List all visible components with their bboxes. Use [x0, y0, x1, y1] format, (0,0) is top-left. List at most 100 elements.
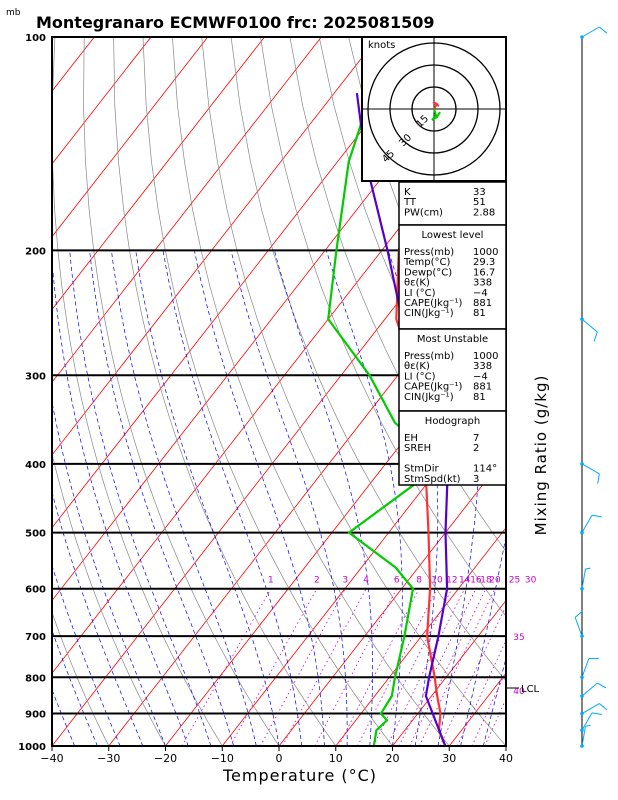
- indices-box: [398, 224, 507, 330]
- mixing-ratio-line: [456, 639, 506, 746]
- wind-barb-flag: [597, 473, 600, 484]
- pressure-tick-label: 600: [25, 585, 46, 596]
- most-unstable-title: Most Unstable: [417, 334, 488, 345]
- page-title: Montegranaro ECMWF0100 frc: 2025081509: [36, 13, 435, 32]
- index-name: PW(cm): [404, 207, 443, 218]
- indices-box: [398, 410, 507, 486]
- dry-adiabat-line: [554, 37, 618, 746]
- mixing-ratio-label: 12: [446, 576, 457, 586]
- hodograph-trace-low: [432, 101, 440, 110]
- temperature-tick-label: −10: [211, 752, 234, 765]
- wind-barb-flag: [591, 514, 602, 518]
- isotherm-line: [52, 37, 379, 456]
- mixing-ratio-label: 4: [363, 576, 369, 586]
- mixing-ratio-label: 10: [431, 576, 443, 586]
- wind-barb-staff: [574, 617, 583, 637]
- index-name: Dewp(°C): [404, 267, 452, 278]
- dry-adiabat-line: [172, 37, 450, 746]
- hodograph-trace-mid: [431, 108, 441, 121]
- isotherm-line: [278, 454, 506, 746]
- index-value: 338: [473, 361, 492, 372]
- index-value: 1000: [473, 247, 498, 258]
- mixing-ratio-line: [338, 588, 420, 746]
- wind-barb-flag: [593, 331, 598, 342]
- isotherm-line: [52, 37, 265, 311]
- index-value: 2.88: [473, 207, 495, 218]
- index-name: StmSpd(kt): [404, 474, 461, 485]
- isotherm-line: [52, 37, 436, 529]
- temperature-tick-label: 10: [329, 752, 343, 765]
- indices-box: [398, 328, 507, 412]
- moist-adiabat-line: [52, 564, 121, 746]
- dry-adiabat-line: [230, 37, 506, 682]
- isotherm-line: [52, 163, 506, 746]
- index-name: Press(mb): [404, 351, 454, 362]
- pressure-tick-label: 100: [25, 33, 46, 44]
- moist-adiabat-line: [437, 250, 481, 746]
- index-value: 81: [473, 308, 486, 319]
- index-name: K: [404, 187, 411, 198]
- index-value: 881: [473, 382, 492, 393]
- mixing-ratio-label: 8: [416, 576, 422, 586]
- wind-barb-flag: [574, 610, 584, 618]
- mixing-ratio-label: 40: [513, 687, 525, 697]
- isotherm-line: [52, 37, 322, 383]
- index-name: LI (°C): [404, 371, 436, 382]
- mixing-ratio-label: 20: [489, 576, 501, 586]
- mixing-ratio-line: [418, 588, 496, 746]
- index-name: EH: [404, 433, 418, 444]
- dry-adiabat-line: [52, 611, 110, 746]
- wind-barb-flag: [591, 712, 602, 715]
- wind-barb-staff: [581, 658, 590, 678]
- lowest-level-title: Lowest level: [422, 230, 484, 241]
- moist-adiabat-line: [387, 250, 439, 746]
- isotherm-line: [52, 37, 152, 165]
- dry-adiabat-line: [52, 452, 166, 746]
- dry-adiabat-line: [113, 37, 337, 746]
- wind-barb-flag: [599, 703, 608, 711]
- wind-barb-staff: [581, 514, 593, 533]
- mixing-ratio-label: 18: [480, 576, 492, 586]
- mixing-ratio-line: [398, 588, 477, 746]
- pressure-tick-label: 200: [25, 246, 46, 257]
- pressure-tick-label: 300: [25, 371, 46, 382]
- pressure-tick-label: 700: [25, 632, 46, 643]
- temperature-tick-label: 0: [276, 752, 283, 765]
- moist-adiabat-line: [135, 250, 280, 746]
- dry-adiabat-line: [260, 37, 506, 617]
- dry-adiabat-line: [584, 37, 618, 746]
- index-name: SREH: [404, 443, 431, 454]
- wind-barb-flag: [599, 26, 608, 34]
- index-name: StmDir: [404, 464, 439, 475]
- mixing-ratio-line: [471, 670, 506, 746]
- index-value: 114°: [473, 464, 497, 475]
- wind-barb-staff: [581, 26, 600, 38]
- moist-adiabat-line: [505, 744, 506, 746]
- dry-adiabat-line: [289, 37, 506, 552]
- wind-barb-staff: [581, 703, 600, 714]
- dry-adiabat-line: [83, 37, 280, 746]
- mixing-ratio-label: 6: [394, 576, 400, 586]
- indices-table: K 33 TT 51 PW(cm) 2.88 Lowest level Press(mb) 10…: [398, 181, 507, 486]
- index-name: θε(K): [404, 278, 430, 289]
- index-name: θε(K): [404, 361, 430, 372]
- mixing-ratio-line: [484, 697, 506, 746]
- index-value: 3: [473, 474, 479, 485]
- mixing-ratio-label: 30: [525, 576, 537, 586]
- index-value: −4: [473, 288, 488, 299]
- index-name: CAPE(Jkg⁻¹): [404, 298, 462, 309]
- index-value: 16.7: [473, 267, 495, 278]
- wind-barb-flag: [585, 567, 591, 570]
- index-value: 33: [473, 187, 486, 198]
- mixing-ratio-label: 1: [268, 576, 274, 586]
- wind-barb-staff: [581, 568, 586, 589]
- moist-adiabat-line: [89, 250, 234, 746]
- wind-barb-staff: [581, 712, 593, 731]
- thermo-grid: [52, 37, 618, 746]
- hodograph-unit-label: knots: [368, 40, 395, 51]
- moist-adiabat-line: [111, 250, 257, 746]
- mixing-ratio-label: 16: [470, 576, 482, 586]
- index-value: 2: [473, 443, 479, 454]
